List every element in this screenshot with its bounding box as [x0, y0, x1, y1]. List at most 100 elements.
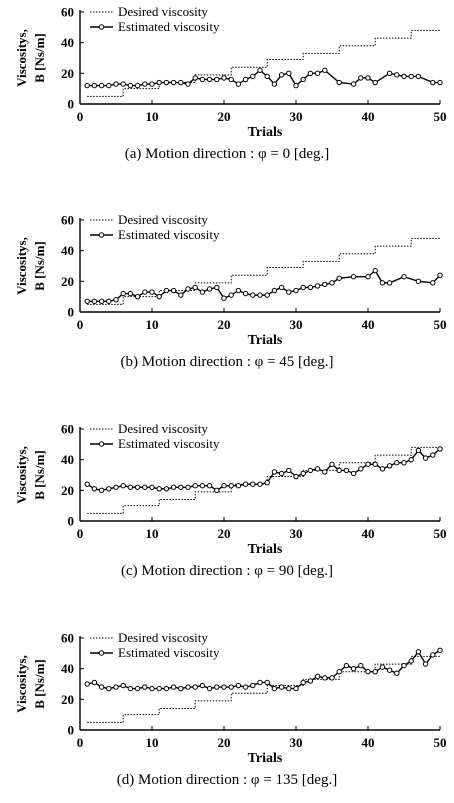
- estimated-viscosity-point: [293, 685, 299, 692]
- estimated-viscosity-point: [286, 289, 292, 295]
- estimated-viscosity-point: [156, 486, 162, 492]
- estimated-viscosity-point: [300, 284, 306, 291]
- estimated-viscosity-point: [408, 73, 414, 80]
- estimated-viscosity-point: [185, 286, 191, 292]
- estimated-viscosity-point: [199, 483, 206, 489]
- estimated-viscosity-point: [178, 685, 184, 692]
- x-tick-label: 0: [77, 735, 84, 750]
- y-tick-label: 0: [68, 723, 75, 738]
- legend-desired-label: Desired viscosity: [118, 212, 208, 227]
- estimated-viscosity-point: [415, 73, 422, 80]
- estimated-viscosity-point: [91, 679, 98, 686]
- estimated-viscosity-point: [365, 461, 371, 467]
- x-tick-label: 30: [290, 109, 303, 124]
- legend-desired-label: Desired viscosity: [118, 421, 208, 436]
- y-tick-label: 40: [61, 35, 74, 50]
- y-axis-label-line2: B [Ns/m]: [32, 450, 47, 499]
- estimated-viscosity-point: [185, 684, 191, 690]
- estimated-viscosity-point: [394, 72, 400, 78]
- y-tick-label: 60: [61, 5, 74, 20]
- estimated-viscosity-point: [235, 81, 242, 87]
- estimated-viscosity-point: [221, 483, 227, 489]
- legend-estimated-marker: [98, 441, 105, 447]
- estimated-viscosity-point: [134, 685, 141, 692]
- estimated-viscosity-point: [430, 280, 436, 286]
- panel-caption: (a) Motion direction : φ = 0 [deg.]: [125, 146, 330, 162]
- estimated-viscosity-point: [242, 290, 249, 297]
- y-tick-label: 0: [68, 514, 75, 529]
- estimated-viscosity-point: [98, 684, 105, 690]
- y-axis-label-line1: Viscositys,: [14, 655, 29, 713]
- estimated-viscosity-point: [84, 681, 90, 687]
- estimated-viscosity-point: [350, 665, 357, 672]
- legend-estimated-label: Estimated viscosity: [118, 19, 220, 34]
- estimated-viscosity-point: [214, 487, 220, 494]
- estimated-viscosity-point: [156, 79, 162, 86]
- y-tick-label: 20: [61, 483, 74, 498]
- estimated-viscosity-point: [372, 267, 378, 274]
- estimated-viscosity-point: [98, 298, 105, 304]
- estimated-viscosity-point: [307, 70, 314, 77]
- estimated-viscosity-point: [350, 470, 357, 477]
- x-axis-label: Trials: [248, 125, 283, 140]
- estimated-viscosity-point: [336, 275, 342, 281]
- estimated-viscosity-point: [307, 467, 314, 474]
- estimated-viscosity-point: [106, 298, 112, 304]
- y-axis-label-line2: B [Ns/m]: [32, 33, 47, 82]
- y-axis-label-line1: Viscositys,: [14, 237, 29, 295]
- estimated-viscosity-point: [98, 487, 105, 494]
- y-tick-label: 20: [61, 274, 74, 289]
- x-tick-label: 30: [290, 526, 303, 541]
- estimated-viscosity-point: [264, 292, 270, 298]
- estimated-viscosity-point: [365, 75, 371, 81]
- estimated-viscosity-point: [170, 79, 177, 86]
- estimated-viscosity-point: [314, 283, 321, 289]
- legend-estimated-label: Estimated viscosity: [118, 227, 220, 242]
- estimated-viscosity-point: [199, 682, 206, 689]
- estimated-viscosity-point: [228, 684, 234, 690]
- estimated-viscosity-point: [343, 467, 350, 474]
- estimated-viscosity-point: [178, 484, 184, 490]
- estimated-viscosity-point: [127, 290, 134, 297]
- legend-estimated-label: Estimated viscosity: [118, 645, 220, 660]
- estimated-viscosity-point: [156, 685, 162, 692]
- estimated-viscosity-point: [336, 669, 342, 675]
- estimated-viscosity-point: [437, 647, 443, 653]
- estimated-viscosity-point: [401, 73, 407, 80]
- estimated-viscosity-point: [84, 82, 90, 89]
- y-axis-label-line1: Viscositys,: [14, 446, 29, 504]
- estimated-viscosity-point: [250, 73, 256, 80]
- x-tick-label: 40: [362, 317, 375, 332]
- desired-viscosity-line: [87, 446, 440, 514]
- estimated-viscosity-point: [242, 684, 249, 690]
- estimated-viscosity-point: [336, 467, 342, 474]
- estimated-viscosity-point: [84, 298, 90, 304]
- estimated-viscosity-point: [307, 284, 314, 291]
- estimated-viscosity-point: [286, 70, 292, 77]
- estimated-viscosity-point: [430, 452, 436, 458]
- y-tick-label: 40: [61, 661, 74, 676]
- estimated-viscosity-point: [170, 287, 177, 294]
- estimated-viscosity-point: [329, 461, 335, 467]
- x-tick-label: 30: [290, 317, 303, 332]
- estimated-viscosity-point: [300, 76, 306, 83]
- estimated-viscosity-point: [142, 684, 148, 690]
- estimated-viscosity-point: [134, 82, 141, 89]
- estimated-viscosity-point: [278, 284, 285, 291]
- y-tick-label: 60: [61, 631, 74, 646]
- chart-panel-2: 0 20 40 60 0 10 20 30 40 50 Trials Viscositys, B [Ns…: [14, 212, 447, 370]
- estimated-viscosity-point: [192, 284, 198, 291]
- estimated-viscosity-point: [278, 470, 285, 477]
- estimated-viscosity-point: [314, 673, 321, 680]
- estimated-viscosity-point: [386, 463, 393, 469]
- estimated-viscosity-point: [358, 75, 364, 81]
- x-axis-label: Trials: [248, 751, 283, 766]
- y-tick-label: 0: [68, 97, 75, 112]
- estimated-viscosity-point: [170, 484, 177, 490]
- estimated-viscosity-point: [250, 292, 256, 298]
- estimated-viscosity-point: [278, 684, 285, 690]
- estimated-viscosity-point: [178, 292, 184, 298]
- legend-estimated-marker: [98, 24, 105, 30]
- estimated-viscosity-point: [199, 289, 206, 295]
